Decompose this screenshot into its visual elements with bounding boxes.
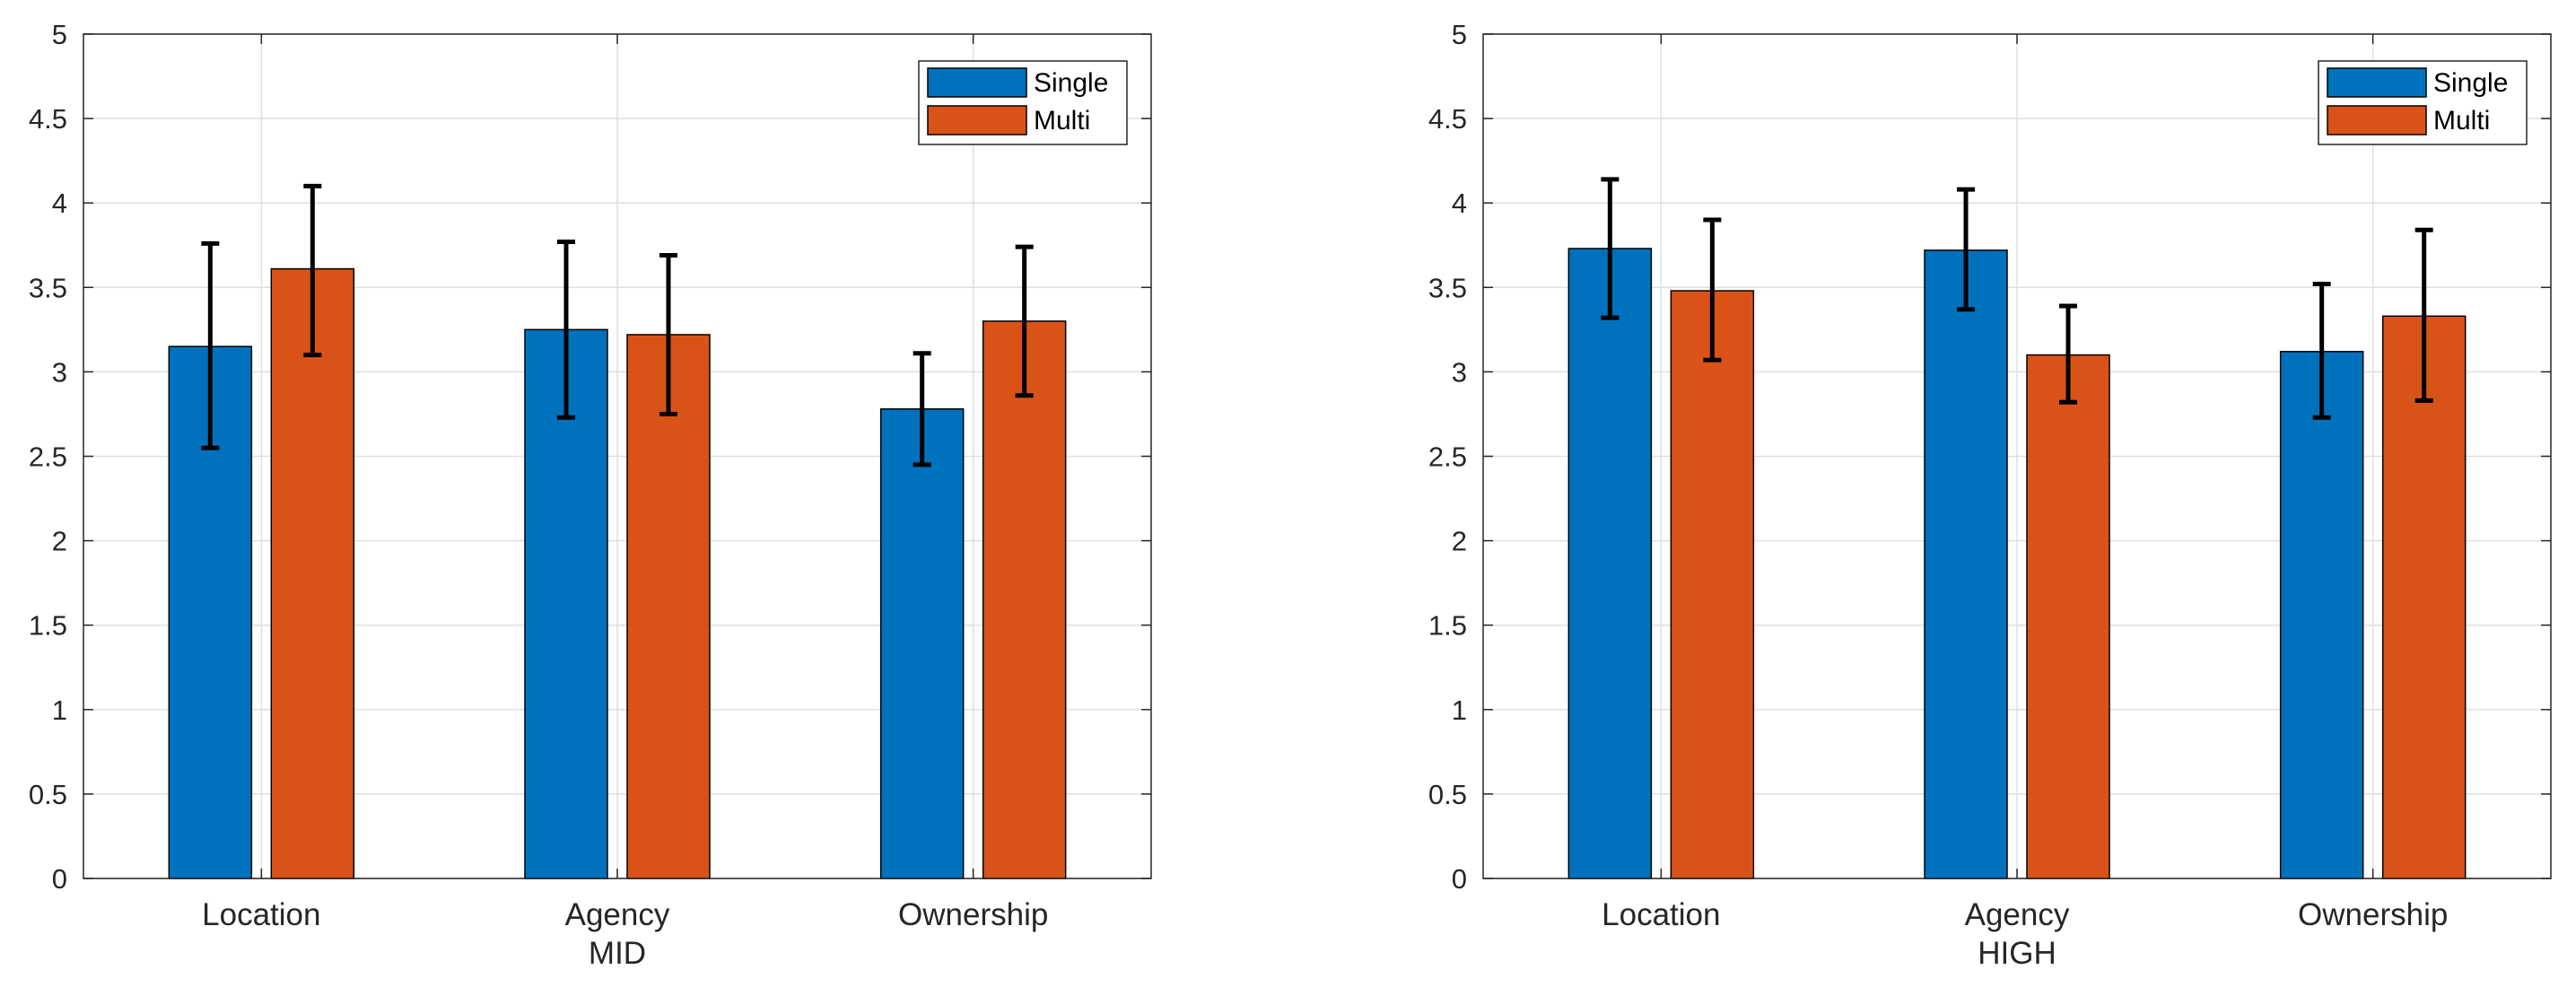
y-tick-label: 1.5 [29,610,67,642]
error-bar-multi-agency [659,253,677,416]
y-tick-label: 2.5 [1428,441,1467,473]
bar-single-location [1567,248,1653,879]
y-tick-label: 5 [1452,19,1467,50]
error-bar-single-agency [557,239,575,420]
error-bar-single-location [1601,177,1620,320]
y-tick-label: 0.5 [29,779,67,810]
y-tick-label: 4 [52,188,67,219]
y-tick-label: 2 [52,526,67,557]
y-tick-label: 0.5 [1428,779,1467,810]
y-tick-label: 1.5 [1428,610,1467,642]
error-bar-single-agency [1957,187,1975,312]
x-axis-label: MID [589,936,646,971]
legend: Single Multi [2318,60,2528,145]
legend-swatch-multi [2327,105,2427,135]
error-bar-single-ownership [2312,282,2331,420]
y-tick-label: 3.5 [1428,272,1467,303]
bar-multi-ownership [982,320,1067,879]
legend: Single Multi [918,60,1128,145]
bar-multi-location [270,267,355,879]
error-bar-multi-location [303,183,322,358]
y-tick-label: 3 [52,356,67,388]
y-tick-label: 2 [1452,526,1467,557]
error-bar-multi-ownership [1015,244,1034,398]
bar-single-ownership [2279,351,2364,879]
y-tick-label: 4.5 [1428,103,1467,135]
x-tick-label-ownership: Ownership [2298,897,2448,932]
chart-panel-mid: 0 0.5 1 1.5 2 2.5 3 3.5 4 4.5 5 Location Agency Owner… [29,19,1152,971]
bar-single-ownership [879,408,965,879]
bar-single-agency [524,328,608,879]
y-tick-label: 5 [52,19,67,50]
legend-label-single: Single [1034,68,1108,98]
error-bar-multi-agency [2059,303,2077,405]
y-tick-label: 1 [1452,695,1467,726]
y-tick-label: 3 [1452,356,1467,388]
error-bar-single-ownership [913,351,931,467]
x-tick-label-location: Location [1602,897,1720,932]
bar-multi-location [1670,290,1755,879]
error-bar-single-location [201,240,220,450]
y-tick-label: 3.5 [29,272,67,303]
legend-label-single: Single [2433,68,2508,98]
x-tick-label-location: Location [202,897,320,932]
y-tick-label: 0 [1452,863,1467,895]
x-tick-label-agency: Agency [1965,897,2070,932]
y-tick-label: 1 [52,695,67,726]
error-bar-multi-ownership [2414,227,2433,403]
y-tick-label: 0 [52,863,67,895]
bar-multi-agency [2026,354,2110,879]
chart-panel-high: 0 0.5 1 1.5 2 2.5 3 3.5 4 4.5 5 Location Agency Owner… [1428,19,2552,971]
x-tick-label-agency: Agency [565,897,670,932]
bar-single-agency [1924,249,2008,879]
legend-swatch-single [2327,67,2427,98]
legend-swatch-single [927,67,1027,98]
x-tick-label-ownership: Ownership [898,897,1048,932]
legend-label-multi: Multi [2433,106,2490,135]
legend-swatch-multi [927,105,1027,135]
bar-multi-agency [626,334,711,879]
x-axis-label: HIGH [1978,936,2056,971]
legend-label-multi: Multi [1034,106,1090,135]
error-bar-multi-location [1703,217,1722,363]
y-tick-label: 4 [1452,188,1467,219]
y-tick-label: 4.5 [29,103,67,135]
y-tick-label: 2.5 [29,441,67,473]
